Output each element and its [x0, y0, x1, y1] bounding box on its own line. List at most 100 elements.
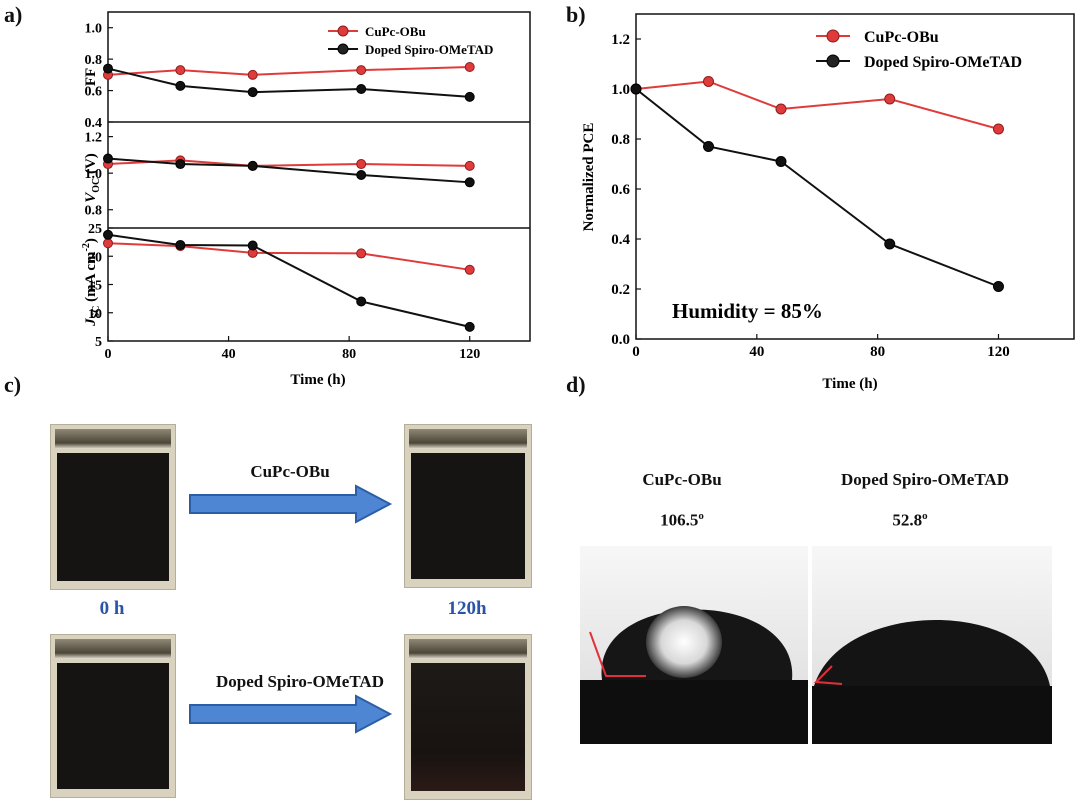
pce-point: [702, 141, 714, 152]
vial-cupc-0h: [50, 424, 176, 590]
jsc-point: [464, 264, 475, 275]
arrow-right-bottom: [189, 694, 393, 734]
voc-ylabel-unit: (V): [83, 153, 99, 178]
ff-point: [247, 69, 258, 80]
legend-b-text-cupc: CuPc-OBu: [864, 29, 939, 46]
contact-right-angle: 52.8o: [860, 510, 960, 531]
jsc-series-line-0: [107, 242, 470, 271]
vial-film: [411, 453, 525, 579]
vial-spiro-0h: [50, 634, 176, 798]
legend-marker-cupc: [337, 25, 349, 37]
jsc-ylabel-unit: (mA cm: [83, 251, 99, 306]
pce-ytick-label: 0.2: [611, 282, 630, 298]
ff-point: [464, 62, 475, 72]
ff-point: [103, 63, 113, 74]
voc-ytick-label: 1.0: [85, 167, 103, 182]
contact-right-label: Doped Spiro-OMeTAD: [841, 470, 1009, 489]
jsc-ylabel: JSC (mA cm-2): [81, 238, 102, 327]
jsc-xtick-label: 80: [342, 347, 356, 362]
pce-series-line-1: [635, 88, 999, 288]
jsc-point: [356, 248, 367, 259]
voc-ytick-label: 1.2: [85, 131, 103, 146]
vial-cap: [409, 639, 527, 659]
vial-cap: [55, 429, 171, 449]
angle-lines-left: [589, 631, 646, 677]
angle-lines-right: [813, 665, 843, 685]
vial-film: [57, 453, 169, 581]
vial-cap: [409, 429, 527, 449]
ff-ytick-label: 1.0: [85, 22, 103, 37]
pce-point: [992, 123, 1004, 135]
voc-point: [356, 170, 367, 180]
chart-a-xlabel: Time (h): [290, 372, 345, 388]
pce-xtick-label: 40: [749, 344, 764, 360]
ff-point: [356, 84, 367, 94]
left-degree-mark: o: [698, 510, 704, 522]
voc-ylabel: VOC (V): [83, 153, 102, 203]
ff-ylabel: FF: [83, 68, 99, 86]
ff-ytick-label: 0.8: [85, 53, 103, 68]
jsc-point: [103, 229, 113, 240]
arrow-top-label: CuPc-OBu: [250, 462, 330, 481]
time-end-label: 120h: [447, 598, 487, 619]
panel-label-c: c): [4, 372, 22, 397]
panel-label-d: d): [566, 372, 586, 397]
voc-series-line-1: [107, 157, 470, 184]
right-angle-value: 52.8: [892, 510, 923, 530]
panel-label-a: a): [4, 2, 23, 27]
voc-ylabel-sub: OC: [91, 178, 102, 193]
ff-point: [175, 80, 186, 91]
pce-ytick-label: 1.2: [611, 32, 630, 48]
pce-ytick-label: 1.0: [611, 82, 630, 98]
ff-series-line-0: [107, 66, 470, 76]
voc-point: [356, 159, 367, 170]
droplet-left-highlight: [646, 606, 722, 678]
vial-film: [411, 663, 525, 791]
jsc-ylabel-end: ): [83, 238, 99, 243]
voc-point: [175, 159, 186, 170]
pce-ytick-label: 0.4: [611, 232, 630, 248]
legend-b-marker-spiro: [826, 54, 840, 68]
jsc-point: [464, 321, 475, 332]
voc-point: [103, 153, 113, 164]
pce-point: [702, 76, 714, 87]
jsc-point: [247, 240, 258, 251]
substrate-left: [580, 680, 808, 744]
pce-ytick-label: 0.0: [611, 332, 630, 348]
pce-series-line-0: [635, 80, 999, 130]
jsc-series-line-1: [107, 233, 470, 328]
humidity-annotation: Humidity = 85%: [672, 299, 823, 323]
right-degree-mark: o: [922, 510, 928, 522]
contact-left-label: CuPc-OBu: [642, 470, 722, 489]
jsc-xtick-label: 40: [222, 347, 236, 362]
chart-a-stacked: 1.0 0.8 0.6 0.41.2 1.0 0.8 25 20 15 10 50 40 80 120 C…: [81, 11, 531, 388]
legend-b-text-spiro: Doped Spiro-OMeTAD: [864, 54, 1022, 71]
jsc-xtick-label: 120: [459, 347, 480, 362]
ff-ytick-label: 0.6: [85, 85, 103, 100]
left-angle-value: 106.5: [660, 510, 699, 530]
jsc-ytick-label: 20: [88, 250, 102, 265]
chart-b-legend: CuPc-OBu Doped Spiro-OMeTAD: [816, 29, 1022, 71]
legend-text-cupc: CuPc-OBu: [365, 24, 426, 39]
jsc-ylabel-sup: -2: [81, 243, 92, 251]
vial-cupc-120h: [404, 424, 532, 588]
jsc-xtick-label: 0: [105, 347, 112, 362]
chart-b-pce: 0.0 0.2 0.4 0.6 0.8 1.0 1.2 0 40 80 120 CuPc-OBu D…: [581, 13, 1075, 392]
jsc-point: [103, 238, 113, 249]
droplet-right: [814, 620, 1050, 686]
pce-point: [775, 156, 787, 167]
vial-film: [57, 663, 169, 789]
pce-xtick-label: 0: [632, 344, 640, 360]
pce-xtick-label: 80: [870, 344, 885, 360]
chart-a-frame: [107, 11, 531, 342]
pce-point: [775, 103, 787, 115]
vial-spiro-120h: [404, 634, 532, 800]
pce-point: [884, 238, 896, 250]
ff-point: [247, 87, 258, 98]
voc-point: [464, 160, 475, 171]
legend-marker-spiro: [337, 43, 349, 55]
voc-ylabel-main: V: [83, 191, 99, 203]
legend-text-spiro: Doped Spiro-OMeTAD: [365, 42, 493, 57]
jsc-ylabel-sub: SC: [91, 306, 102, 319]
chart-b-ylabel: Normalized PCE: [581, 123, 597, 232]
